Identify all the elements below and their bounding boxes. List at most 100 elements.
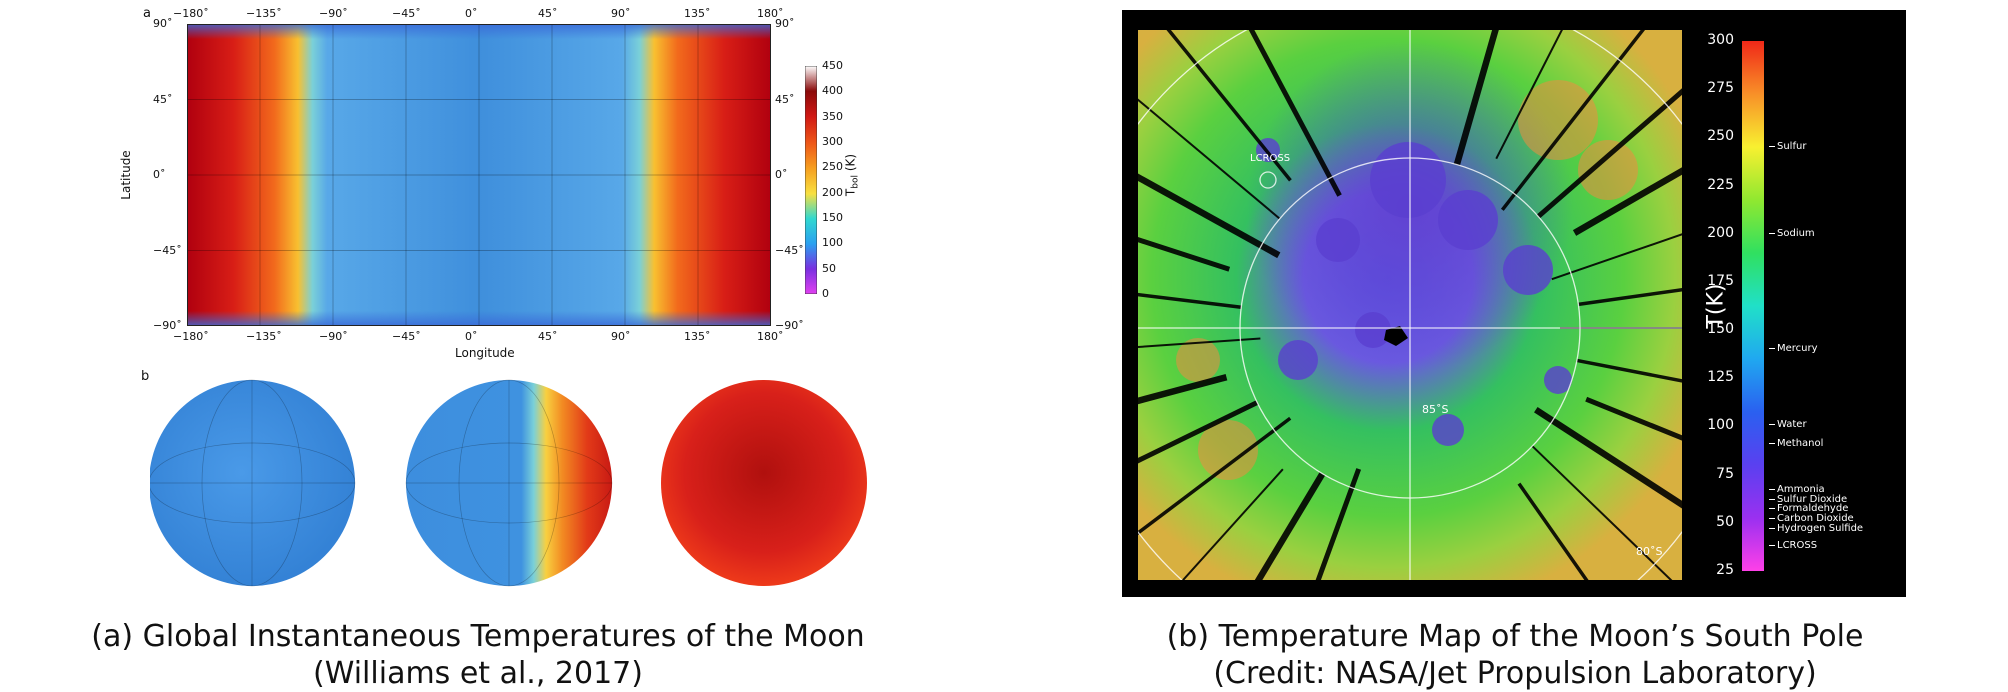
- colorbar-b-tick: 100: [1707, 417, 1734, 434]
- substance-label: Methanol: [1768, 437, 1824, 449]
- data-gap-ray: [1500, 30, 1646, 211]
- lon-tick-bottom: 90˚: [611, 330, 631, 343]
- global-temperature-map: [187, 24, 771, 326]
- lat-tick-right: −90˚: [775, 319, 804, 332]
- colorbar-a: [805, 66, 817, 294]
- data-gap-ray: [1248, 30, 1342, 197]
- colorbar-a-tick: 150: [822, 211, 843, 224]
- data-gap-ray: [1138, 337, 1261, 349]
- data-gap-ray: [1138, 400, 1259, 464]
- globe-dayside: [661, 380, 867, 586]
- caption-a-line1: (a) Global Instantaneous Temperatures of…: [91, 619, 865, 654]
- colorbar-b-label: T(K): [1703, 283, 1729, 329]
- lon-tick-top: −45˚: [392, 7, 421, 20]
- colorbar-a-tick: 200: [822, 185, 843, 199]
- substance-label: LCROSS: [1768, 539, 1818, 551]
- data-gap-ray: [1181, 468, 1284, 580]
- colorbar-a-tick: 400: [822, 84, 843, 98]
- lat-tick-left: 45˚: [153, 92, 173, 106]
- colorbar-b-tick: 175: [1707, 272, 1734, 289]
- data-gap-ray: [1453, 30, 1499, 166]
- lon-tick-bottom: −90˚: [319, 330, 348, 343]
- substance-label: Water: [1769, 418, 1807, 430]
- colorbar-a-tick: 50: [822, 261, 836, 275]
- substance-label: Hydrogen Sulfide: [1768, 522, 1864, 534]
- data-gap-ray: [1138, 236, 1231, 272]
- colorbar-b-tick: 300: [1707, 32, 1734, 48]
- colorbar-b-tick: 25: [1716, 562, 1734, 578]
- colorbar-a-tick: 100: [822, 236, 843, 250]
- substance-label: Mercury: [1769, 343, 1818, 355]
- colorbar-b-tick: 200: [1707, 224, 1734, 241]
- colorbar-a-tick: 250: [822, 160, 843, 174]
- colorbar-b-tick: 250: [1707, 128, 1734, 145]
- south-pole-temperature-map: LCROSS 85˚S 80˚S: [1138, 30, 1682, 580]
- panel-letter-b: b: [141, 369, 150, 384]
- data-gap-ray: [1138, 292, 1242, 310]
- data-gap-ray: [1315, 468, 1362, 580]
- data-gap-ray: [1138, 416, 1292, 536]
- colorbar-b-tick: 150: [1707, 321, 1734, 338]
- globe-nightside: [150, 379, 356, 587]
- colorbar-a-tick: 350: [822, 109, 843, 123]
- lat-85-label: 85˚S: [1422, 403, 1448, 416]
- lat-80-label: 80˚S: [1636, 545, 1662, 558]
- lon-tick-bottom: 135˚: [684, 330, 711, 343]
- lon-tick-top: −90˚: [319, 7, 348, 20]
- colorbar-b-tick: 75: [1716, 465, 1734, 482]
- substance-label: Sodium: [1769, 227, 1815, 239]
- data-gap-ray: [1534, 406, 1682, 509]
- x-axis-label: Longitude: [455, 346, 515, 360]
- lon-tick-bottom: −180˚: [173, 330, 209, 343]
- lat-tick-right: 90˚: [775, 17, 795, 30]
- colorbar-b-tick: 225: [1707, 176, 1734, 193]
- lon-tick-bottom: 45˚: [538, 330, 558, 343]
- colorbar-b-tick: 50: [1716, 513, 1734, 530]
- colorbar-a-tick: 300: [822, 135, 843, 148]
- data-gap-ray: [1531, 445, 1673, 580]
- lat-tick-left: 90˚: [153, 17, 173, 30]
- lon-tick-top: 90˚: [611, 7, 631, 20]
- colorbar-b: [1742, 41, 1764, 571]
- data-gap-ray: [1585, 396, 1682, 441]
- lon-tick-top: −135˚: [246, 7, 282, 20]
- data-gap-ray: [1551, 233, 1682, 281]
- data-gap-ray: [1166, 30, 1292, 182]
- lon-tick-top: 135˚: [684, 7, 711, 20]
- substance-label: Sulfur: [1768, 141, 1807, 152]
- data-gap-ray: [1138, 173, 1281, 259]
- globe-terminator: [405, 379, 613, 587]
- lon-tick-top: 180˚: [757, 7, 784, 20]
- lat-tick-left: −45˚: [153, 243, 182, 257]
- caption-a-line2: (Williams et al., 2017): [313, 656, 643, 691]
- data-gap-ray: [1576, 358, 1682, 383]
- data-gap-ray: [1495, 30, 1563, 160]
- lon-tick-top: 0˚: [465, 7, 478, 20]
- colorbar-a-tick: 0: [822, 287, 829, 300]
- lon-tick-bottom: −45˚: [392, 330, 421, 343]
- lon-tick-top: −180˚: [173, 7, 209, 20]
- lat-tick-left: −90˚: [153, 319, 182, 332]
- globes-row: [150, 379, 867, 587]
- lat-tick-right: 0˚: [775, 168, 788, 181]
- data-gap-ray: [1138, 98, 1281, 220]
- caption-b-line2: (Credit: NASA/Jet Propulsion Laboratory): [1213, 656, 1817, 691]
- data-gap-ray: [1578, 288, 1682, 307]
- y-axis-label: Latitude: [119, 150, 133, 200]
- data-gap-ray: [1536, 88, 1682, 219]
- colorbar-b-tick: 275: [1707, 80, 1734, 97]
- lon-tick-bottom: 180˚: [757, 330, 784, 343]
- lat-tick-right: −45˚: [775, 243, 804, 257]
- lon-tick-top: 45˚: [538, 7, 558, 20]
- colorbar-a-tick: 450: [822, 59, 843, 72]
- data-gap-ray: [1138, 374, 1228, 405]
- lat-tick-right: 45˚: [775, 92, 795, 106]
- data-gap-ray: [1517, 482, 1589, 580]
- substance-label: Ammonia: [1769, 484, 1825, 496]
- caption-b: (b) Temperature Map of the Moon’s South …: [1110, 618, 1920, 692]
- data-gap-ray: [1254, 472, 1326, 580]
- caption-a: (a) Global Instantaneous Temperatures of…: [60, 618, 896, 692]
- lcross-site-label: LCROSS: [1250, 153, 1290, 164]
- colorbar-a-label: Tbol (K): [843, 153, 861, 197]
- panel-letter-a: a: [143, 6, 151, 21]
